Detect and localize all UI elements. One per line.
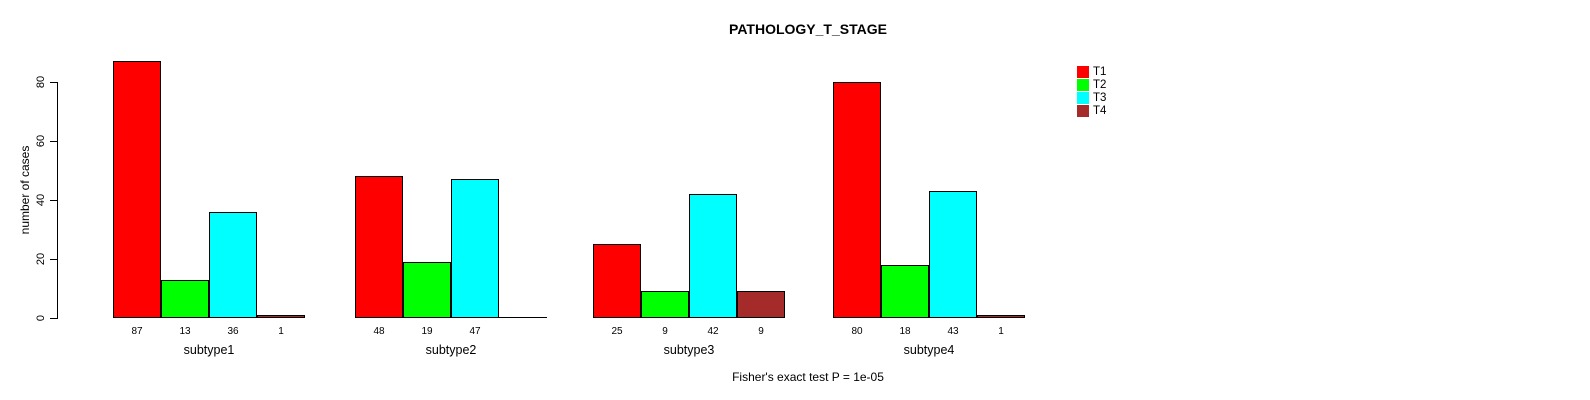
bar-value-label: 13 [179, 326, 191, 337]
bar-value-label: 36 [227, 326, 239, 337]
bar-T2-subtype3 [641, 291, 689, 318]
bar-value-label: 80 [851, 326, 863, 337]
y-tick-label: 20 [35, 252, 47, 266]
category-label-subtype2: subtype2 [425, 343, 477, 357]
category-label-subtype1: subtype1 [183, 343, 235, 357]
chart-title: PATHOLOGY_T_STAGE [729, 21, 887, 37]
bar-T2-subtype1 [161, 280, 209, 318]
fisher-test-caption: Fisher's exact test P = 1e-05 [732, 370, 884, 384]
legend-swatch-T3 [1077, 91, 1089, 104]
bar-T3-subtype1 [209, 212, 257, 318]
category-label-subtype3: subtype3 [663, 343, 715, 357]
y-tick-label: 60 [35, 134, 47, 148]
legend-swatch-T2 [1077, 78, 1089, 91]
bar-T4-subtype2-zero [499, 317, 547, 318]
bar-T4-subtype1 [257, 315, 305, 318]
bar-T1-subtype4 [833, 82, 881, 318]
legend-label: T3 [1093, 91, 1107, 104]
legend-item-T3: T3 [1077, 91, 1106, 104]
bar-T3-subtype3 [689, 194, 737, 318]
legend-label: T2 [1093, 78, 1107, 91]
y-tick-mark [50, 259, 58, 260]
bar-T3-subtype2 [451, 179, 499, 318]
bar-value-label: 9 [662, 326, 668, 337]
legend-item-T1: T1 [1077, 65, 1106, 78]
legend-swatch-T4 [1077, 104, 1089, 117]
bar-T1-subtype3 [593, 244, 641, 318]
bar-value-label: 1 [278, 326, 284, 337]
bar-value-label: 18 [899, 326, 911, 337]
bar-T4-subtype4 [977, 315, 1025, 318]
legend-label: T1 [1093, 65, 1107, 78]
bar-value-label: 48 [373, 326, 385, 337]
y-tick-mark [50, 141, 58, 142]
bar-value-label: 25 [611, 326, 623, 337]
y-tick-mark [50, 200, 58, 201]
legend: T1 T2 T3 T4 [1077, 65, 1106, 117]
bar-value-label: 1 [998, 326, 1004, 337]
bar-T1-subtype1 [113, 61, 161, 318]
bar-value-label: 43 [947, 326, 959, 337]
bar-value-label: 87 [131, 326, 143, 337]
bar-value-label: 47 [469, 326, 481, 337]
y-tick-label: 40 [35, 193, 47, 207]
bar-value-label: 9 [758, 326, 764, 337]
bar-value-label: 19 [421, 326, 433, 337]
bar-T2-subtype4 [881, 265, 929, 318]
legend-item-T4: T4 [1077, 104, 1106, 117]
y-tick-mark [50, 318, 58, 319]
bar-value-label: 42 [707, 326, 719, 337]
bar-T1-subtype2 [355, 176, 403, 318]
legend-item-T2: T2 [1077, 78, 1106, 91]
category-label-subtype4: subtype4 [903, 343, 955, 357]
bar-T2-subtype2 [403, 262, 451, 318]
bar-T4-subtype3 [737, 291, 785, 318]
y-tick-label: 80 [35, 75, 47, 89]
y-tick-mark [50, 82, 58, 83]
y-tick-label: 0 [35, 314, 47, 322]
legend-label: T4 [1093, 104, 1107, 117]
legend-swatch-T1 [1077, 65, 1089, 78]
bar-T3-subtype4 [929, 191, 977, 318]
